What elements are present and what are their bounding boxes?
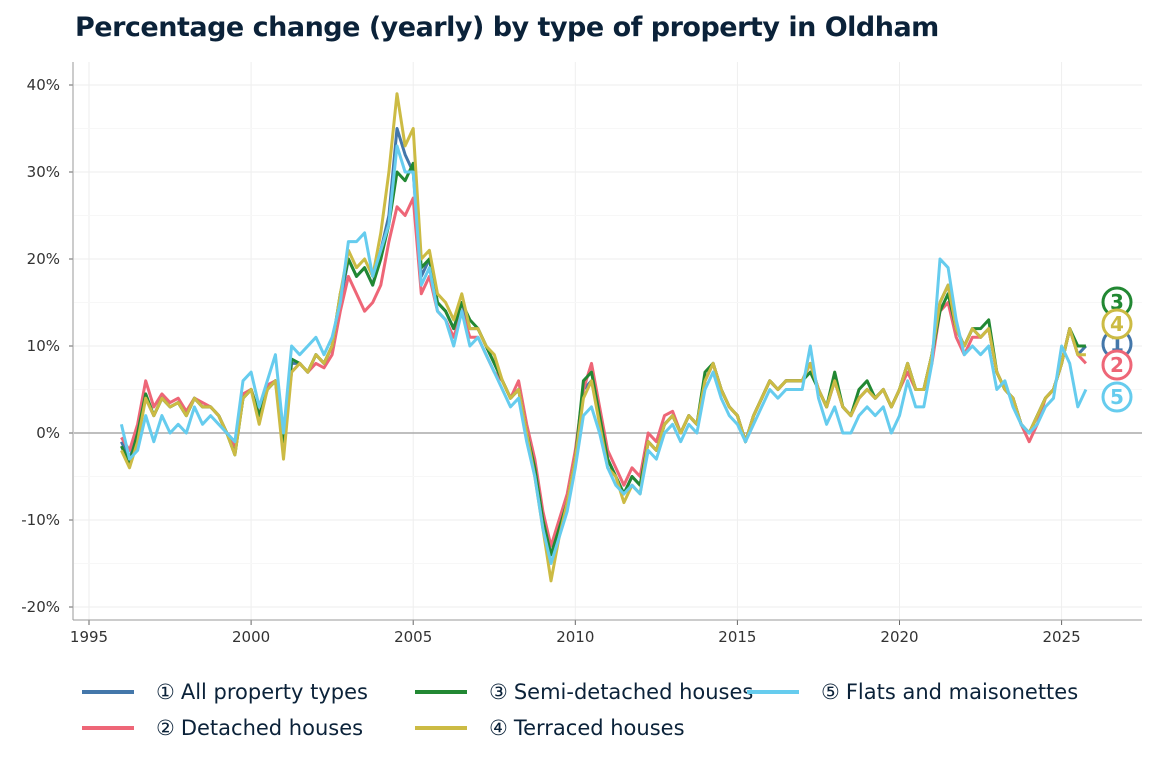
y-tick-label: 10%	[27, 337, 60, 355]
legend-swatch	[415, 690, 467, 694]
series-line-3	[120, 161, 1086, 557]
series-line-4	[120, 92, 1086, 583]
x-tick-label: 2000	[232, 628, 270, 646]
legend-label: All property types	[180, 680, 368, 704]
y-tick-label: 30%	[27, 163, 60, 181]
y-tick-label: -10%	[21, 511, 60, 529]
legend-label: Semi-detached houses	[513, 680, 754, 704]
end-label-circle	[1101, 381, 1133, 413]
x-tick-label: 2015	[718, 628, 756, 646]
series-line-1	[120, 127, 1087, 557]
end-label-4: 4	[1101, 308, 1133, 340]
end-label-text: 3	[1110, 290, 1124, 314]
legend-label: Terraced houses	[513, 716, 685, 740]
end-label-text: 4	[1110, 312, 1124, 336]
x-tick-label: 1995	[70, 628, 108, 646]
legend-swatch	[747, 690, 799, 694]
end-label-2: 2	[1101, 349, 1133, 381]
legend-symbol: ④	[489, 716, 508, 740]
series-line-5	[119, 144, 1088, 565]
x-tick-label: 2025	[1043, 628, 1081, 646]
legend-label: Detached houses	[180, 716, 364, 740]
legend-swatch	[415, 726, 467, 730]
y-tick-label: 0%	[36, 424, 60, 442]
legend-symbol: ②	[156, 716, 175, 740]
x-tick-label: 2010	[556, 628, 594, 646]
legend-symbol: ③	[489, 680, 508, 704]
y-tick-label: 20%	[27, 250, 60, 268]
x-tick-label: 2020	[880, 628, 918, 646]
legend-swatch	[82, 726, 134, 730]
end-label-text: 5	[1110, 385, 1124, 409]
chart-title: Percentage change (yearly) by type of pr…	[75, 12, 939, 43]
legend-label: Flats and maisonettes	[845, 680, 1079, 704]
legend-item-2: ② Detached houses	[82, 716, 363, 740]
end-label-5: 5	[1101, 381, 1133, 413]
legend-symbol: ⑤	[821, 680, 840, 704]
legend-item-3: ③ Semi-detached houses	[415, 680, 753, 704]
y-tick-label: -20%	[21, 598, 60, 616]
series-line-2	[120, 196, 1087, 548]
end-label-circle	[1101, 308, 1133, 340]
end-label-text: 2	[1110, 353, 1124, 377]
legend-symbol: ①	[156, 680, 175, 704]
legend-swatch	[82, 690, 134, 694]
legend-item-1: ① All property types	[82, 680, 368, 704]
legend-item-4: ④ Terraced houses	[415, 716, 685, 740]
legend-item-5: ⑤ Flats and maisonettes	[747, 680, 1078, 704]
y-tick-label: 40%	[27, 76, 60, 94]
x-tick-label: 2005	[394, 628, 432, 646]
end-label-circle	[1101, 349, 1133, 381]
